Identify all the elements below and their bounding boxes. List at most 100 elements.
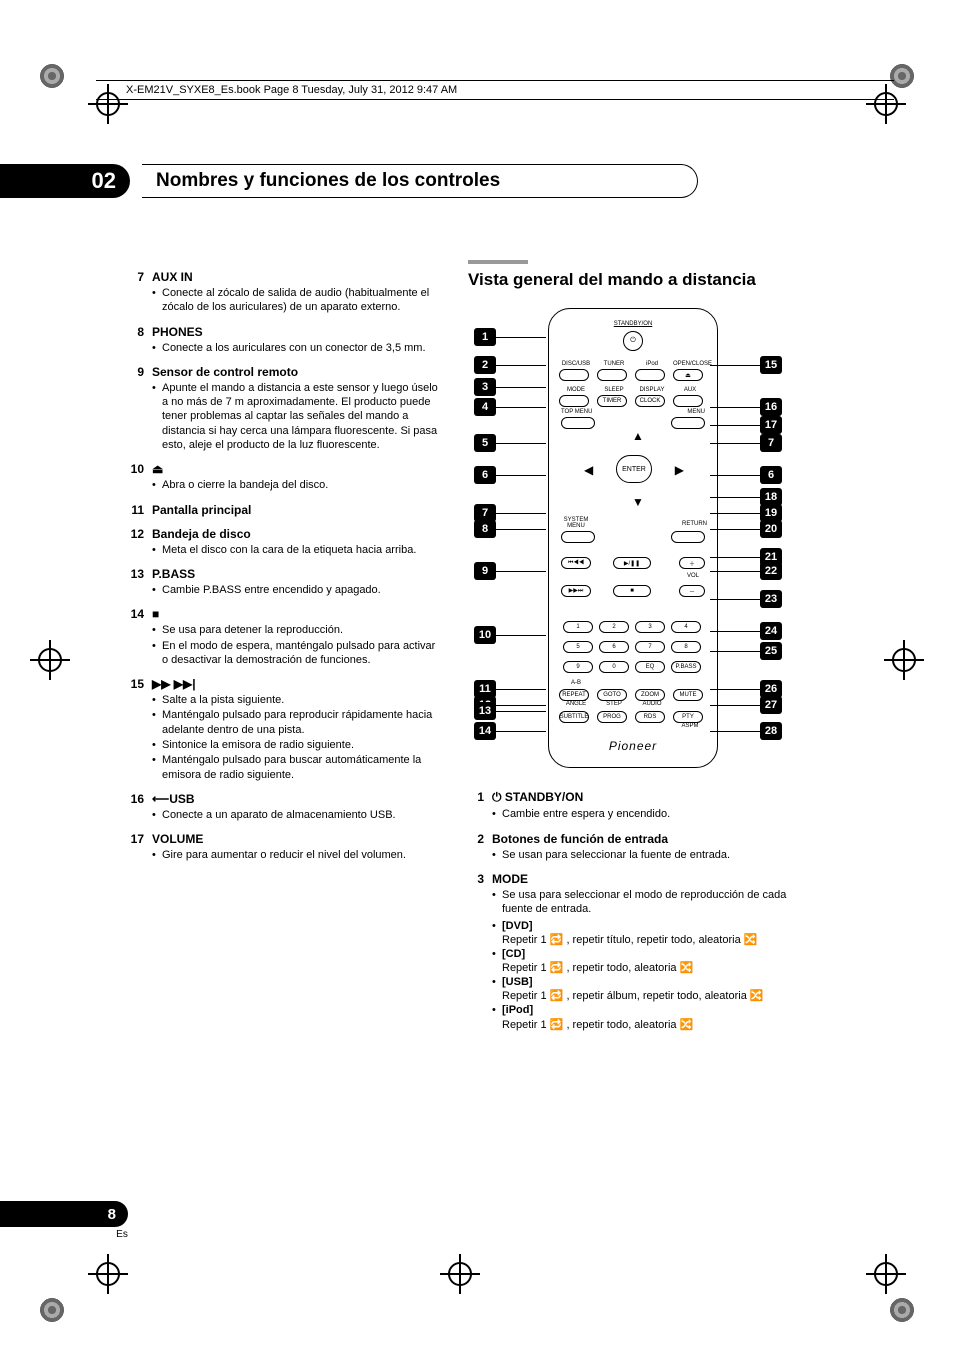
bullet-list: •Conecte a los auriculares con un conect… [152,341,444,355]
remote-button: RDS [635,711,665,723]
remote-button: CLOCK [635,395,665,407]
callout-line [710,731,760,732]
bullet: •Conecte a los auriculares con un conect… [152,341,444,355]
callout-number: 13 [474,702,496,720]
item-number: 16 [128,792,152,806]
callout-line [496,731,546,732]
bullet-text: Cambie P.BASS entre encendido y apagado. [162,583,444,597]
remote-number-button: 4 [671,621,701,633]
remote-btn-label: STEP [597,701,631,707]
item-label: AUX IN [152,270,193,284]
stop-button: ■ [613,585,651,597]
play-pause-button: ▶/❚❚ [613,557,651,569]
bullet: •Gire para aumentar o reducir el nivel d… [152,848,444,862]
callout-right: 27 [710,696,782,714]
callout-right: 17 [710,416,782,434]
bullet-text: Apunte el mando a distancia a este senso… [162,381,444,452]
bullet-text: Meta el disco con la cara de la etiqueta… [162,543,444,557]
top-menu-button [561,417,595,429]
bullet-text: Conecte a un aparato de almacenamiento U… [162,808,444,822]
system-menu-label: SYSTEM MENU [559,517,593,529]
chapter-number: 02 [92,168,116,194]
next-button: ▶▶⏭ [561,585,591,597]
item-number: 8 [128,325,152,339]
bullet-text: Abra o cierre la bandeja del disco. [162,478,444,492]
bullet-list: •Conecte a un aparato de almacenamiento … [152,808,444,822]
standby-button: ⏻ [623,331,643,351]
item-number: 2 [468,832,492,846]
callout-number: 20 [760,520,782,538]
callout-number: 16 [760,398,782,416]
remote-btn-label: iPod [635,361,669,367]
bullet: •Conecte al zócalo de salida de audio (h… [152,286,444,315]
item-row: 10 ⏏ [128,462,444,476]
callout-right: 6 [710,466,782,484]
item-label: MODE [492,872,528,886]
callout-number: 9 [474,562,496,580]
remote-btn-label: SLEEP [597,387,631,393]
callout-right: 25 [710,642,782,660]
callout-line [496,475,546,476]
crop-target [30,640,70,680]
reg-mark [888,1296,916,1324]
bullet-list: •Se usa para detener la reproducción. •En… [152,623,444,667]
bullet: •Sintonice la emisora de radio siguiente… [152,738,444,752]
bullet-text: Manténgalo pulsado para buscar automátic… [162,753,444,782]
callout-line [496,387,546,388]
top-menu-label: TOP MENU [561,409,592,415]
callout-number: 28 [760,722,782,740]
item-row: 2 Botones de función de entrada [468,832,788,846]
callout-line [710,705,760,706]
callout-number: 4 [474,398,496,416]
sub-text: Repetir 1 🔁 , repetir todo, aleatoria 🔀 [502,961,788,974]
remote-button: REPEAT [559,689,589,701]
page-badge: 8 Es [0,1201,132,1240]
item-label: ⏻ STANDBY/ON [492,790,583,805]
right-column: Vista general del mando a distancia STAN… [468,260,788,1031]
callout-line [710,599,760,600]
bullet: •En el modo de espera, manténgalo pulsad… [152,639,444,668]
item-label: Sensor de control remoto [152,365,298,379]
reg-mark [38,1296,66,1324]
callout-number: 25 [760,642,782,660]
enter-button: ENTER [616,455,652,483]
item-number: 7 [128,270,152,284]
bullet-list: •Conecte al zócalo de salida de audio (h… [152,286,444,315]
item-number: 10 [128,462,152,476]
bullet: •Se usa para detener la reproducción. [152,623,444,637]
return-button [671,531,705,543]
bullet-list: •Cambie entre espera y encendido. [492,807,788,821]
callout-right: 23 [710,590,782,608]
item-number: 11 [128,503,152,517]
vol-down-button: － [679,585,705,597]
bullet-text: Gire para aumentar o reducir el nivel de… [162,848,444,862]
remote-button [559,369,589,381]
system-menu-button [561,531,595,543]
item-number: 12 [128,527,152,541]
item-row: 7 AUX IN [128,270,444,284]
callout-line [710,631,760,632]
remote-button: GOTO [597,689,627,701]
left-column: 7 AUX IN •Conecte al zócalo de salida de … [128,260,444,1031]
callout-line [496,711,546,712]
callout-number: 15 [760,356,782,374]
item-row: 11 Pantalla principal [128,503,444,517]
bullet-list: •Apunte el mando a distancia a este sens… [152,381,444,452]
callout-number: 6 [474,466,496,484]
item-row: 16 ⟵USB [128,792,444,806]
item-number: 15 [128,677,152,691]
remote-number-button: 3 [635,621,665,633]
callout-number: 7 [760,434,782,452]
bullet-text: Salte a la pista siguiente. [162,693,444,707]
callout-line [496,571,546,572]
remote-btn-label: ANGLE [559,701,593,707]
remote-number-button: 1 [563,621,593,633]
callout-line [496,443,546,444]
sub-list: •[DVD]Repetir 1 🔁 , repetir título, repe… [492,919,788,1031]
remote-body: STANDBY/ON ⏻ DISC/USBTUNERiPodOPEN/CLOSE… [548,308,718,768]
remote-button: PROG [597,711,627,723]
bullet-list: •Cambie P.BASS entre encendido y apagado… [152,583,444,597]
item-row: 14 ■ [128,607,444,621]
callout-number: 27 [760,696,782,714]
item-row: 12 Bandeja de disco [128,527,444,541]
